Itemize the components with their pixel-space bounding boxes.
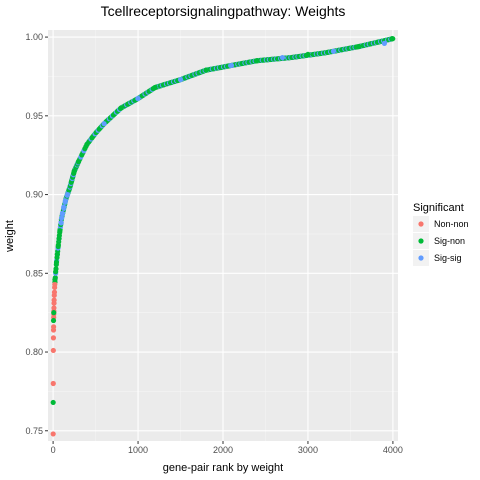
- y-axis-label: weight: [4, 220, 16, 253]
- data-point: [50, 380, 56, 387]
- data-point: [53, 269, 59, 275]
- data-point: [51, 305, 57, 311]
- data-point: [389, 36, 395, 42]
- data-point: [51, 289, 58, 295]
- data-point: [62, 198, 69, 204]
- data-point: [152, 84, 158, 91]
- y-tick-label: 1.00: [25, 32, 43, 42]
- y-axis: 0.75 0.80 0.85 0.90 0.95 1.00: [25, 32, 48, 436]
- data-point: [356, 43, 362, 50]
- data-point: [53, 259, 60, 265]
- data-point: [177, 77, 184, 83]
- y-tick-label: 0.80: [25, 347, 43, 357]
- legend-key: [418, 221, 424, 227]
- x-tick-label: 1000: [128, 445, 148, 455]
- data-point: [135, 95, 141, 102]
- y-tick-label: 0.75: [25, 426, 43, 436]
- legend-key: [418, 238, 424, 244]
- data-point: [50, 317, 57, 324]
- data-point: [50, 335, 57, 341]
- legend-key: [418, 255, 424, 261]
- legend-label: Sig-sig: [434, 253, 462, 263]
- x-tick-label: 0: [51, 445, 56, 455]
- x-axis-label: gene-pair rank by weight: [163, 462, 283, 474]
- x-tick-label: 3000: [298, 445, 318, 455]
- data-point: [84, 141, 90, 147]
- data-point: [58, 215, 65, 221]
- data-point: [330, 48, 337, 54]
- data-point: [228, 62, 235, 69]
- data-point: [51, 297, 57, 303]
- x-tick-label: 4000: [383, 445, 403, 455]
- data-point: [203, 67, 209, 73]
- data-point: [59, 210, 66, 217]
- y-tick-label: 0.95: [25, 111, 43, 121]
- chart-title: Tcellreceptorsignalingpathway: Weights: [101, 3, 346, 19]
- legend-label: Non-non: [434, 219, 469, 229]
- data-point: [52, 276, 58, 283]
- data-point: [118, 105, 124, 111]
- y-tick-label: 0.85: [25, 268, 43, 278]
- data-point: [101, 121, 107, 127]
- data-point: [64, 191, 71, 198]
- data-point: [51, 324, 57, 330]
- data-point: [58, 220, 64, 226]
- y-tick-label: 0.90: [25, 190, 43, 200]
- data-point: [57, 228, 63, 234]
- data-points: [50, 36, 396, 437]
- data-point: [381, 40, 388, 46]
- legend-title: Significant: [413, 202, 464, 214]
- data-point: [50, 347, 56, 354]
- major-gridlines: [48, 30, 398, 441]
- plot-panel: [48, 30, 398, 441]
- x-axis: 0 1000 2000 3000 4000: [51, 441, 403, 455]
- data-point: [55, 243, 61, 250]
- legend-items: Non-non Sig-non Sig-sig: [413, 216, 469, 266]
- x-tick-label: 2000: [213, 445, 233, 455]
- data-point: [305, 51, 311, 58]
- data-point: [56, 236, 62, 242]
- data-point: [279, 54, 286, 61]
- data-point: [61, 204, 67, 210]
- data-point: [50, 399, 56, 406]
- data-point: [52, 281, 58, 287]
- legend-label: Sig-non: [434, 236, 465, 246]
- data-point: [254, 58, 260, 64]
- legend: Significant Non-non Sig-non Sig-sig: [413, 202, 469, 266]
- data-point: [50, 431, 56, 437]
- data-point: [71, 168, 77, 174]
- data-point: [54, 251, 60, 257]
- data-point: [51, 310, 57, 316]
